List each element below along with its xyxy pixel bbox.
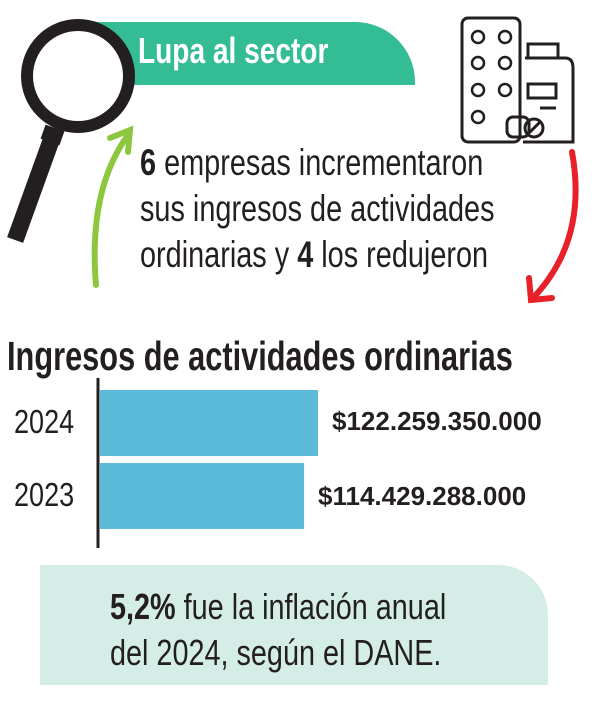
category-label-2023: 2023 (14, 476, 75, 513)
magnifying-glass-icon (7, 19, 135, 243)
summary-text: 6 empresas incrementaron sus ingresos de… (140, 142, 495, 275)
section-banner (95, 22, 415, 85)
pill-blister-bottle-icon (460, 16, 575, 144)
chart-title: Ingresos de actividades ordinarias (7, 333, 513, 379)
inflation-note: 5,2% fue la inflación anual del 2024, se… (110, 586, 447, 673)
bar-2024 (100, 390, 318, 456)
bar-chart (96, 378, 318, 548)
green-curved-arrow-up-icon (91, 125, 134, 288)
red-curved-arrow-down-icon (526, 149, 579, 304)
bar-2023 (100, 463, 305, 529)
inflation-note-box (40, 565, 548, 685)
value-label-2024: $122.259.350.000 (332, 406, 542, 436)
value-label-2023: $114.429.288.000 (318, 481, 527, 511)
decorations (7, 16, 579, 304)
section-title: Lupa al sector (138, 30, 329, 71)
category-label-2024: 2024 (14, 403, 75, 440)
